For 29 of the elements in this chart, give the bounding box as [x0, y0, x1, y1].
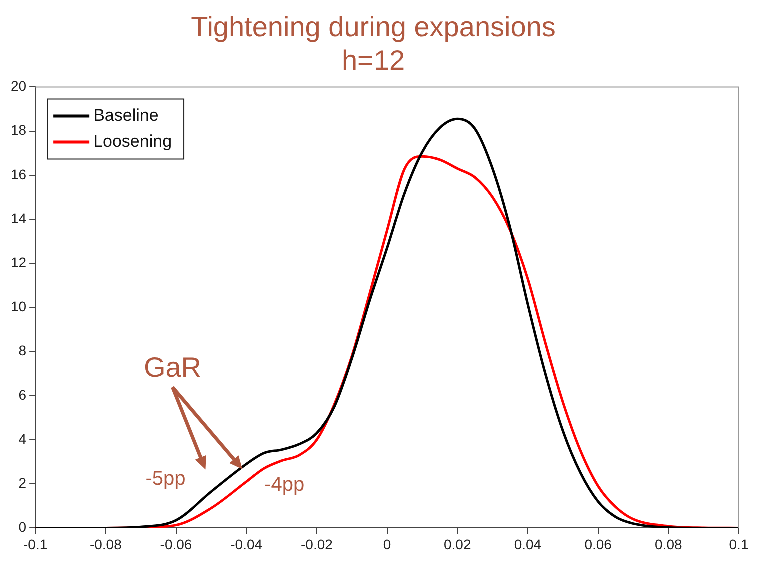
legend-label: Baseline [94, 106, 159, 125]
x-tick-label: 0.04 [514, 536, 542, 552]
x-tick-label: -0.1 [24, 536, 48, 552]
y-tick-label: 0 [18, 519, 27, 536]
y-tick-label: 14 [10, 210, 27, 226]
x-tick-label: 0.08 [655, 536, 682, 552]
y-tick-label: 18 [10, 122, 27, 138]
x-tick-label: -0.08 [90, 536, 122, 552]
chart-subtitle: h=12 [342, 45, 406, 76]
x-tick-label: -0.02 [300, 536, 334, 552]
y-tick-label: 8 [18, 342, 27, 359]
x-tick-label: 0.1 [729, 536, 749, 552]
annotation: -5pp [146, 468, 186, 490]
y-tick-label: 2 [18, 474, 27, 491]
x-tick-label: 0.06 [584, 536, 612, 552]
x-tick-label: -0.04 [230, 536, 263, 552]
x-tick-label: -0.06 [160, 536, 192, 552]
annotation: -4pp [264, 474, 305, 496]
y-tick-label: 12 [10, 254, 27, 270]
y-tick-label: 16 [10, 166, 27, 182]
annotation: GaR [144, 352, 202, 384]
y-tick-label: 4 [18, 430, 27, 447]
chart-title: Tightening during expansions [191, 12, 556, 43]
x-tick-label: 0 [383, 536, 392, 552]
y-tick-label: 6 [18, 386, 27, 403]
y-tick-label: 20 [10, 78, 27, 94]
legend-label: Loosening [94, 132, 172, 151]
y-tick-label: 10 [10, 298, 27, 315]
x-tick-label: 0.02 [444, 536, 472, 552]
